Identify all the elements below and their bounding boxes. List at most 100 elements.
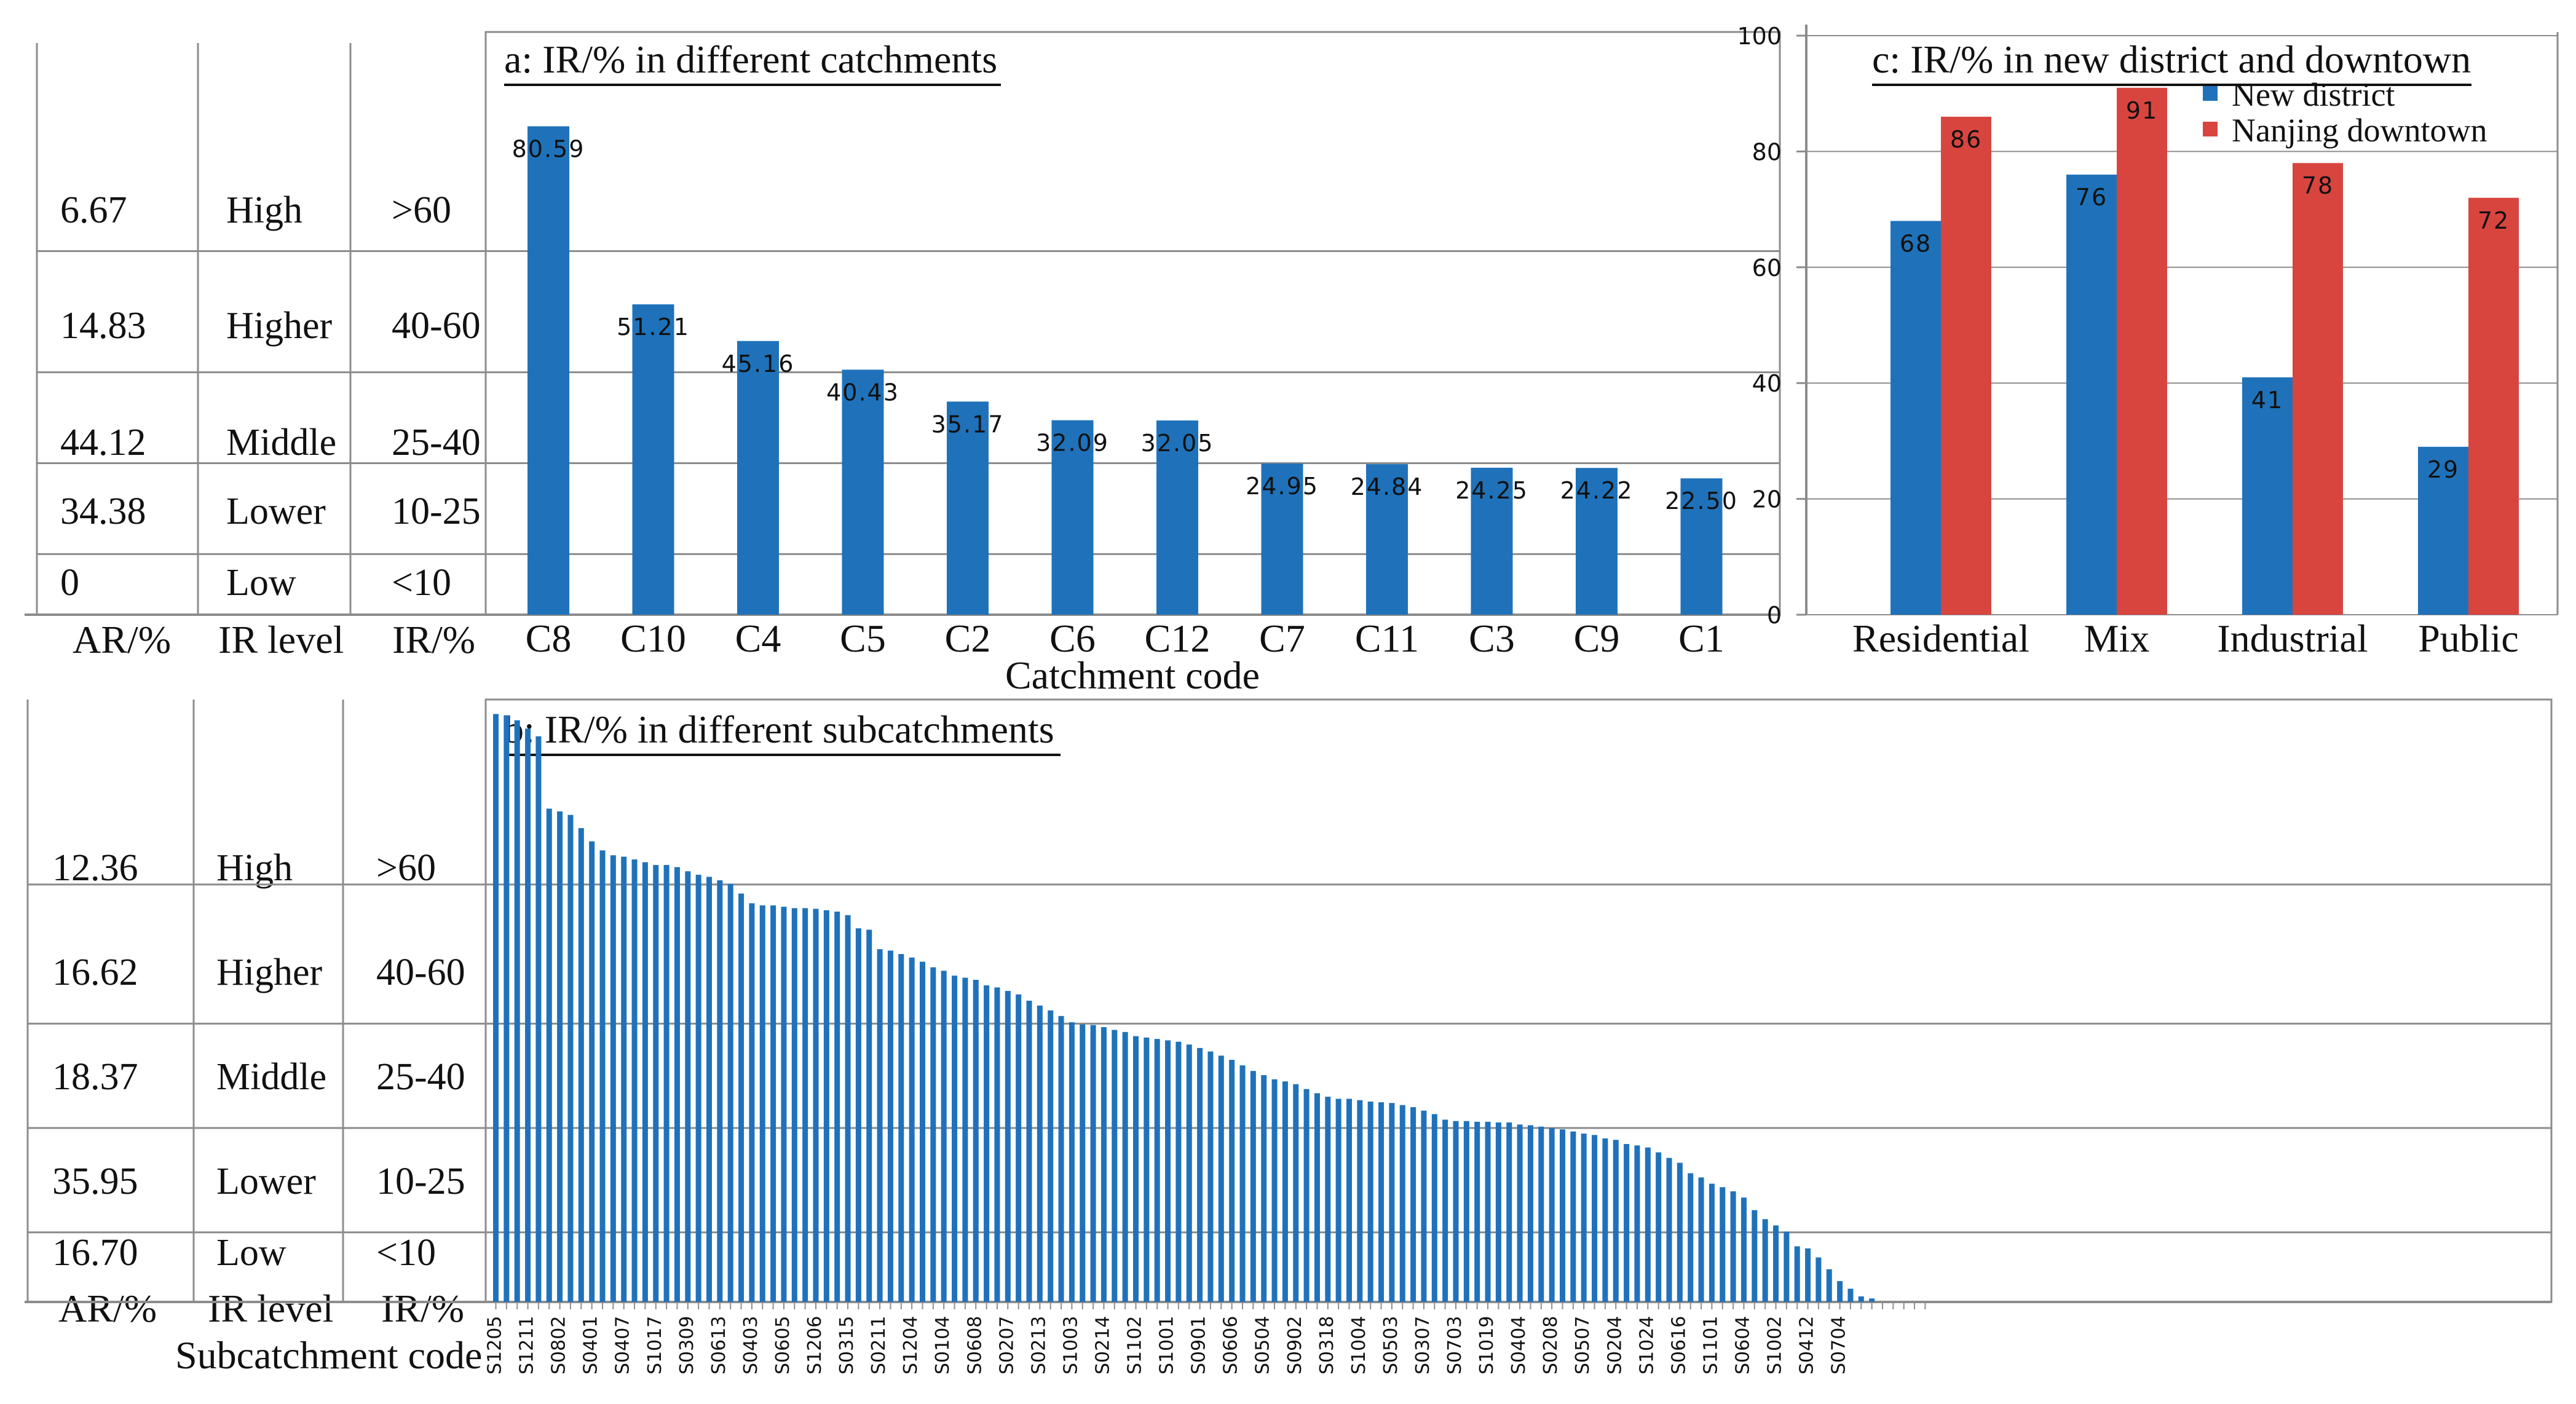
- panel-b-x-tick-label: S1004: [1348, 1316, 1370, 1374]
- panel-c-data-label: 78: [2302, 172, 2334, 199]
- panel-c-bars: [1891, 87, 2519, 615]
- panel-b-x-tick-label: S0606: [1220, 1316, 1242, 1374]
- panel-b-bar: [770, 905, 776, 1302]
- panel-c-x-tick-label: Residential: [1852, 617, 2029, 660]
- panel-b-bar: [1463, 1121, 1469, 1302]
- table-ar-value: 44.12: [60, 422, 146, 463]
- panel-b-bar: [1175, 1041, 1182, 1302]
- panel-b-x-tick-label: S1024: [1636, 1316, 1657, 1374]
- panel-b-bar: [1549, 1128, 1555, 1302]
- panel-b-bar: [504, 715, 510, 1302]
- panel-c-data-label: 41: [2251, 387, 2283, 414]
- panel-b-bar: [1090, 1025, 1096, 1302]
- panel-c-bar-nanjing-downtown: [1941, 116, 1991, 615]
- panel-b-bar: [1154, 1039, 1160, 1302]
- panel-b-bar: [1037, 1005, 1043, 1302]
- panel-b-bar: [1058, 1016, 1064, 1302]
- panel-b-x-tick-label: S0504: [1252, 1316, 1274, 1374]
- panel-c-data-label: 68: [1900, 230, 1932, 257]
- panel-b-bar: [941, 971, 947, 1302]
- panel-a-data-label: 51.21: [617, 314, 690, 341]
- panel-c-bar-nanjing-downtown: [2117, 87, 2167, 615]
- panel-b-bar: [1367, 1102, 1373, 1302]
- panel-b-bar: [1570, 1131, 1576, 1302]
- panel-b-bar: [1261, 1075, 1267, 1302]
- panel-c-y-tick-label: 60: [1752, 254, 1782, 282]
- panel-b-bar: [984, 985, 990, 1302]
- table-ar-value: 34.38: [60, 491, 146, 532]
- panel-b-bar: [1399, 1105, 1405, 1302]
- panel-b-bar: [1517, 1124, 1523, 1302]
- panel-b-x-tick-label: S0207: [996, 1316, 1017, 1374]
- panel-b-bar: [1186, 1044, 1192, 1302]
- panel-b-bar: [578, 828, 584, 1302]
- table-level-value: Middle: [216, 1056, 326, 1098]
- panel-b-bar: [1538, 1126, 1544, 1302]
- panel-a-bar: [1156, 420, 1198, 615]
- table-ar-value: 0: [60, 562, 79, 604]
- panel-b-x-tick-label: S1001: [1156, 1316, 1178, 1374]
- panel-b-x-tick-label: S0307: [1412, 1316, 1434, 1374]
- panel-b-bar: [1314, 1093, 1320, 1302]
- table-ir-value: 40-60: [376, 952, 465, 993]
- panel-b-bar: [845, 915, 851, 1302]
- panel-b-bar: [610, 855, 616, 1302]
- panel-b-bar: [674, 867, 680, 1302]
- panel-b-x-tick-label: S0318: [1316, 1316, 1338, 1374]
- panel-a-bar: [527, 126, 569, 615]
- panel-a-x-tick-label: C5: [840, 617, 886, 660]
- panel-b-bar: [695, 875, 701, 1302]
- panel-b-bar: [1453, 1121, 1459, 1302]
- panel-b-bar: [1229, 1060, 1235, 1302]
- panel-b-bar: [706, 877, 712, 1302]
- panel-c-y-tick-label: 20: [1752, 486, 1782, 513]
- panel-a-x-tick-label: C10: [620, 617, 686, 660]
- panel-b-bar: [557, 811, 563, 1302]
- panel-b-bar: [1474, 1121, 1480, 1302]
- panel-b-x-tick-label: S0407: [612, 1316, 634, 1374]
- panel-b-bar: [1815, 1257, 1822, 1302]
- panel-a-data-label: 22.50: [1665, 487, 1738, 515]
- panel-b-bar: [920, 961, 925, 1302]
- table-level-value: Higher: [216, 952, 323, 993]
- table-ir-value: 25-40: [392, 422, 481, 463]
- panel-b-bar: [1752, 1210, 1758, 1302]
- panel-c-data-label: 72: [2478, 207, 2510, 234]
- panel-b-bar: [1826, 1269, 1832, 1302]
- table-ar-value: 6.67: [60, 189, 127, 231]
- panel-b-bar: [1581, 1134, 1587, 1302]
- panel-b-x-tick-label: S0902: [1284, 1316, 1306, 1374]
- panel-a-data-label: 45.16: [722, 350, 795, 377]
- panel-b-bar: [1794, 1246, 1800, 1302]
- panel-a-x-axis-label: Catchment code: [1005, 653, 1260, 697]
- panel-b-bar: [1144, 1037, 1150, 1302]
- panel-b-bar: [887, 950, 893, 1302]
- panel-b-x-tick-label: S0802: [548, 1316, 570, 1374]
- panel-c-district-comparison: c: IR/% in new district and downtown 0 20…: [1737, 23, 2559, 660]
- panel-b-x-tick-label: S0213: [1028, 1316, 1049, 1374]
- table-level-value: High: [216, 847, 293, 889]
- panel-b-bar: [898, 954, 904, 1302]
- panel-b-bar: [1527, 1125, 1533, 1302]
- panel-a-x-tick-label: C3: [1469, 617, 1515, 660]
- legend-swatch: [2203, 122, 2218, 136]
- table-ar-value: 18.37: [52, 1056, 138, 1098]
- panel-b-bar: [1016, 994, 1022, 1302]
- table-header-ar: AR/%: [58, 1287, 157, 1330]
- panel-b-bar: [1218, 1055, 1224, 1302]
- panel-b-bar: [1112, 1030, 1118, 1302]
- panel-b-bar: [663, 865, 670, 1302]
- panel-b-bar: [952, 976, 958, 1302]
- panel-c-bar-new-district: [1891, 221, 1941, 615]
- panel-a-x-tick-label: C7: [1259, 617, 1305, 660]
- panel-b-bar: [1730, 1191, 1736, 1302]
- panel-b-bar: [514, 720, 520, 1302]
- panel-c-x-tick-labels: Residential Mix Industrial Public: [1852, 617, 2519, 660]
- panel-b-bar: [1442, 1119, 1448, 1302]
- panel-a-data-label: 35.17: [931, 411, 1005, 438]
- panel-b-bar: [1357, 1100, 1363, 1302]
- panel-a-data-labels: 80.59 51.21 45.16 40.43 35.17 32.09 32.05 24.95…: [512, 135, 1738, 515]
- panel-b-bar: [823, 910, 829, 1302]
- panel-b-bar: [1666, 1158, 1672, 1302]
- panel-b-bar: [1698, 1177, 1704, 1302]
